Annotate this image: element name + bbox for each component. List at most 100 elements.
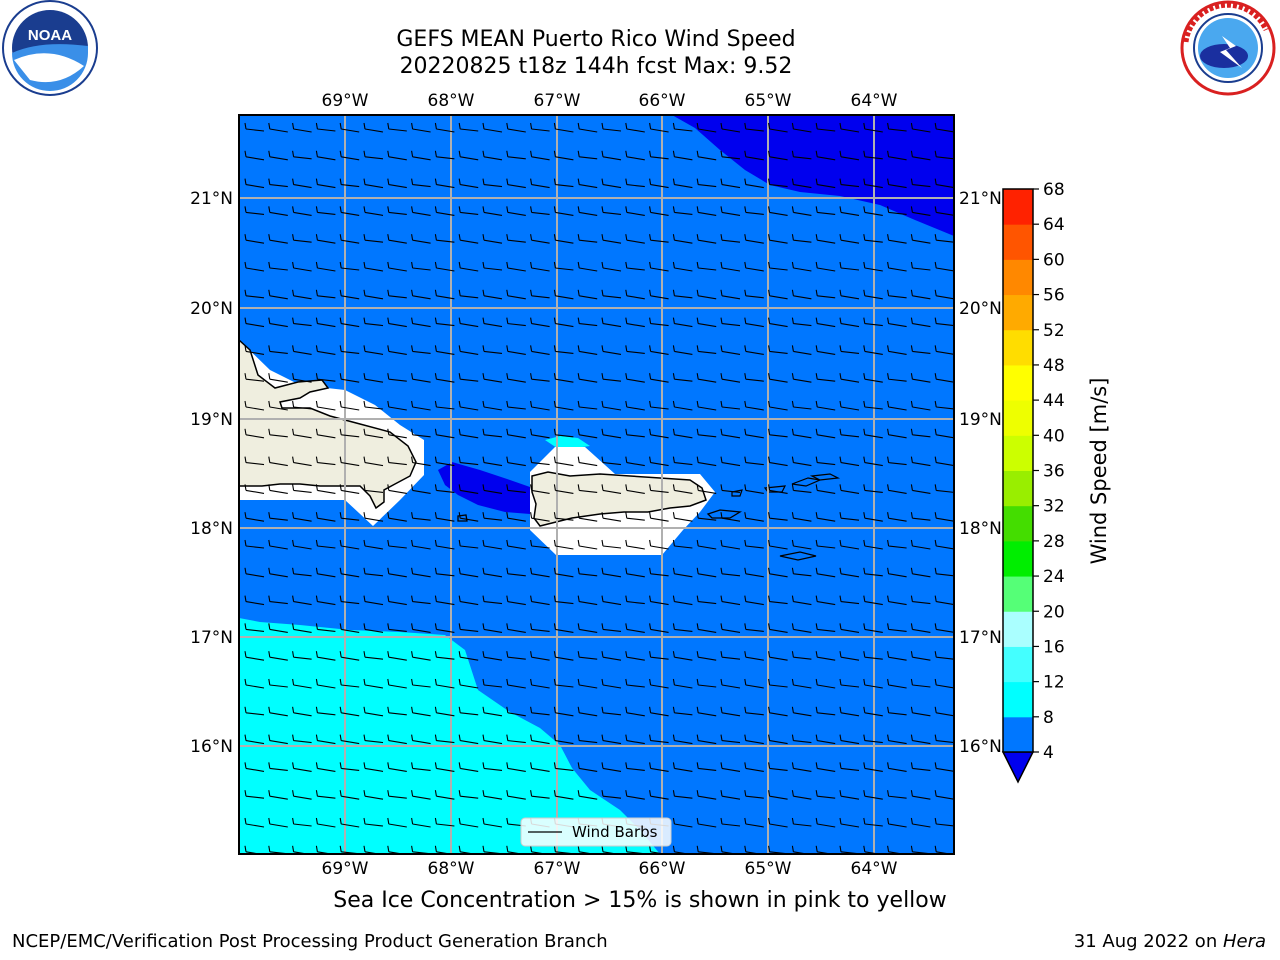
wind-barb: [292, 817, 312, 827]
wind-barb: [672, 206, 693, 215]
wind-barb: [601, 762, 622, 772]
wind-barb: [887, 762, 907, 772]
wind-barb: [458, 400, 479, 411]
wind-barb: [553, 678, 574, 688]
wind-barb: [910, 234, 931, 244]
wind-barb: [696, 261, 717, 271]
wind-barb: [863, 539, 883, 550]
wind-barb: [672, 261, 693, 272]
wind-barb: [649, 456, 669, 467]
wind-barb: [910, 567, 931, 578]
wind-barb: [672, 317, 693, 328]
wind-barb: [411, 790, 431, 800]
wind-barb: [292, 567, 312, 577]
wind-barb: [411, 373, 431, 383]
wind-barb: [363, 373, 384, 383]
wind-barb: [839, 150, 860, 161]
wind-barb: [863, 261, 883, 272]
colorbar-tick-label: 60: [1043, 250, 1065, 270]
wind-barb: [601, 595, 622, 606]
wind-barb: [268, 122, 288, 133]
wind-barb: [910, 122, 931, 133]
wind-barb: [434, 567, 455, 577]
lon-label: 68°W: [428, 859, 475, 879]
wind-barb: [411, 762, 431, 771]
wind-barb: [506, 234, 526, 243]
wind-barb: [601, 790, 622, 799]
wind-barb: [530, 400, 550, 411]
wind-barb: [625, 539, 645, 550]
wind-barb: [839, 539, 860, 550]
wind-barb: [411, 651, 431, 661]
wind-barb: [244, 706, 265, 716]
wind-barb: [625, 317, 645, 328]
wind-barb: [601, 456, 622, 466]
graticule: [239, 115, 954, 854]
wind-barb: [649, 539, 669, 550]
wind-barb: [839, 178, 860, 188]
wind-barb: [744, 539, 764, 549]
wind-barb: [268, 678, 288, 688]
wind-barb: [625, 734, 645, 745]
wind-barb: [315, 400, 336, 411]
wind-barb: [815, 790, 836, 799]
lon-label: 65°W: [745, 859, 792, 879]
wind-barb: [434, 178, 455, 189]
wind-barb: [649, 567, 669, 577]
colorbar-tick-label: 24: [1043, 567, 1065, 587]
wind-barb: [530, 234, 550, 244]
wind-barb: [458, 762, 479, 772]
wind-barb: [292, 706, 312, 717]
wind-barb: [577, 373, 598, 383]
wind-barb: [672, 539, 693, 549]
wind-barb: [411, 567, 431, 578]
wind-barb: [720, 706, 741, 717]
wind-barb: [815, 345, 836, 355]
wind-barb: [530, 512, 550, 522]
wind-barb: [696, 456, 717, 467]
lon-label: 66°W: [639, 859, 686, 879]
wind-barb: [625, 651, 645, 661]
wind-barb: [934, 373, 954, 383]
wind-barb: [649, 623, 669, 633]
wind-barb: [649, 484, 669, 493]
wind-barb: [910, 206, 931, 216]
lon-label: 66°W: [639, 91, 686, 111]
wind-barb: [839, 428, 860, 438]
wind-barb: [339, 678, 360, 688]
wind-barb: [434, 345, 455, 355]
wind-barb: [411, 706, 431, 717]
wind-barb: [720, 261, 741, 272]
colorbar-segment: [1003, 540, 1033, 577]
wind-barb: [649, 706, 669, 717]
wind-barb: [363, 345, 384, 355]
wind-barb: [625, 790, 645, 800]
wind-barb: [292, 150, 312, 160]
wind-barb: [887, 373, 907, 382]
colorbar-tick-label: 4: [1043, 743, 1054, 763]
wind-barb: [363, 595, 384, 606]
wind-barb: [601, 678, 622, 689]
wind-barb: [768, 595, 788, 605]
footer-branch: NCEP/EMC/Verification Post Processing Pr…: [12, 931, 608, 952]
wind-barb: [672, 456, 693, 466]
wind-barb: [744, 595, 764, 606]
title-line-2: 20220825 t18z 144h fcst Max: 9.52: [399, 54, 793, 79]
wind-barb: [506, 484, 526, 493]
wind-barb: [411, 484, 431, 494]
wind-barb: [791, 289, 812, 300]
wind-barb: [768, 234, 788, 244]
lon-label: 64°W: [851, 91, 898, 111]
wind-barb: [791, 428, 812, 439]
wind-barb: [934, 595, 954, 606]
wind-barb: [553, 261, 574, 271]
wind-barb: [506, 734, 526, 744]
wind-barb: [625, 234, 645, 244]
wind-barb: [553, 178, 574, 188]
wind-barb: [244, 400, 265, 411]
wind-barb: [934, 234, 954, 243]
wind-barb: [339, 456, 360, 467]
wind-barb: [315, 651, 336, 661]
wind-barb: [434, 790, 455, 800]
wind-barb: [839, 567, 860, 578]
